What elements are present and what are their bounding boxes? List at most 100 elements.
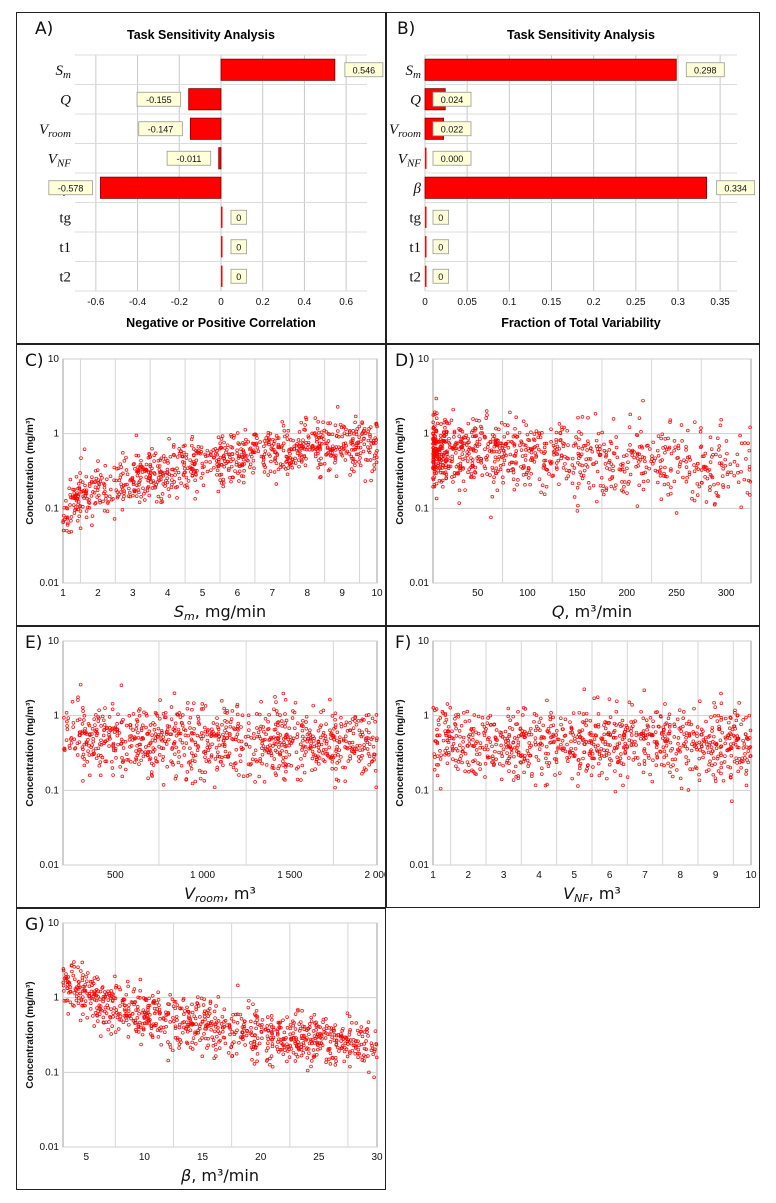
scatter-point <box>108 996 113 1000</box>
scatter-point <box>81 995 85 999</box>
scatter-point <box>71 973 75 978</box>
scatter-point <box>530 458 535 462</box>
scatter-point <box>265 1024 269 1028</box>
scatter-point <box>534 429 539 433</box>
scatter-point <box>537 447 541 452</box>
scatter-point <box>276 1033 280 1037</box>
scatter-point <box>305 739 309 744</box>
scatter-point <box>192 701 196 705</box>
scatter-point <box>467 467 471 471</box>
scatter-point <box>467 446 472 450</box>
scatter-point <box>289 764 294 768</box>
scatter-point <box>506 744 511 749</box>
scatter-point <box>199 996 204 1001</box>
x-tick-label: 0.4 <box>297 297 311 308</box>
scatter-point <box>508 754 512 759</box>
scatter-point <box>137 490 141 495</box>
scatter-point <box>358 445 363 450</box>
scatter-point <box>314 433 318 438</box>
scatter-point <box>98 473 103 477</box>
scatter-point <box>98 498 102 503</box>
scatter-point <box>84 474 89 479</box>
scatter-point <box>714 746 719 750</box>
scatter-point <box>719 691 723 696</box>
scatter-point <box>596 761 601 766</box>
scatter-point <box>507 769 511 773</box>
scatter-point <box>304 727 309 731</box>
scatter-point <box>229 479 233 484</box>
scatter-point <box>134 433 139 438</box>
scatter-point <box>519 733 523 737</box>
scatter-point <box>184 475 189 480</box>
scatter-point <box>716 481 720 486</box>
scatter-point <box>288 1032 292 1037</box>
scatter-point <box>102 723 107 727</box>
scatter-point <box>280 748 284 753</box>
scatter-point <box>446 724 451 729</box>
scatter-point <box>328 421 332 425</box>
scatter-point <box>154 711 159 716</box>
scatter-point <box>360 420 364 424</box>
scatter-point <box>559 453 564 458</box>
scatter-point <box>578 735 582 740</box>
scatter-point <box>266 1046 270 1050</box>
scatter-point <box>184 741 189 745</box>
scatter-point <box>514 461 518 466</box>
scatter-point <box>527 732 531 737</box>
scatter-point <box>141 486 145 491</box>
x-tick-label: 2 <box>466 870 472 881</box>
scatter-point <box>478 741 483 745</box>
scatter-point <box>257 1041 262 1046</box>
scatter-point <box>362 426 367 431</box>
scatter-point <box>604 450 608 455</box>
scatter-point <box>295 449 299 453</box>
scatter-point <box>356 1039 360 1043</box>
scatter-point <box>146 1008 150 1012</box>
scatter-point <box>669 467 673 471</box>
scatter-point <box>78 682 83 687</box>
scatter-point <box>510 460 515 465</box>
scatter-point <box>474 772 478 777</box>
scatter-point <box>498 467 503 472</box>
scatter-point <box>216 737 221 742</box>
scatter-point <box>581 712 586 716</box>
scatter-point <box>570 463 575 467</box>
scatter-point <box>374 460 379 465</box>
scatter-point <box>72 503 76 507</box>
scatter-point <box>563 733 568 738</box>
scatter-point <box>362 437 366 441</box>
scatter-point <box>353 414 358 419</box>
scatter-point <box>698 430 703 434</box>
scatter-point <box>145 714 149 718</box>
scatter-point <box>639 731 644 736</box>
scatter-point <box>337 1049 341 1053</box>
scatter-point <box>235 1021 240 1025</box>
scatter-point <box>328 467 332 471</box>
scatter-point <box>718 751 723 756</box>
scatter-point <box>220 755 224 760</box>
scatter-point <box>482 733 487 738</box>
scatter-point <box>433 410 437 415</box>
scatter-point <box>732 473 736 478</box>
scatter-point <box>214 746 219 750</box>
scatter-point <box>334 767 338 771</box>
scatter-point <box>173 1024 178 1028</box>
scatter-point <box>577 733 581 737</box>
y-tick-label: 1 <box>423 711 429 722</box>
scatter-point <box>216 750 220 754</box>
scatter-point <box>541 465 546 470</box>
scatter-point <box>504 743 508 747</box>
scatter-point <box>435 455 439 459</box>
scatter-point <box>260 1018 265 1022</box>
panel-g: G) 0.01 0.1 1 10 5 10 15 20 25 30 Concentration (m… <box>16 908 386 1190</box>
scatter-point <box>72 487 77 492</box>
scatter-point <box>310 444 315 449</box>
scatter-point <box>161 735 166 739</box>
scatter-point <box>367 1070 371 1075</box>
scatter-point <box>490 760 494 765</box>
scatter-point <box>66 975 71 979</box>
scatter-point <box>564 476 569 481</box>
scatter-point <box>212 1009 217 1014</box>
scatter-point <box>139 475 143 480</box>
scatter-point <box>589 773 594 777</box>
